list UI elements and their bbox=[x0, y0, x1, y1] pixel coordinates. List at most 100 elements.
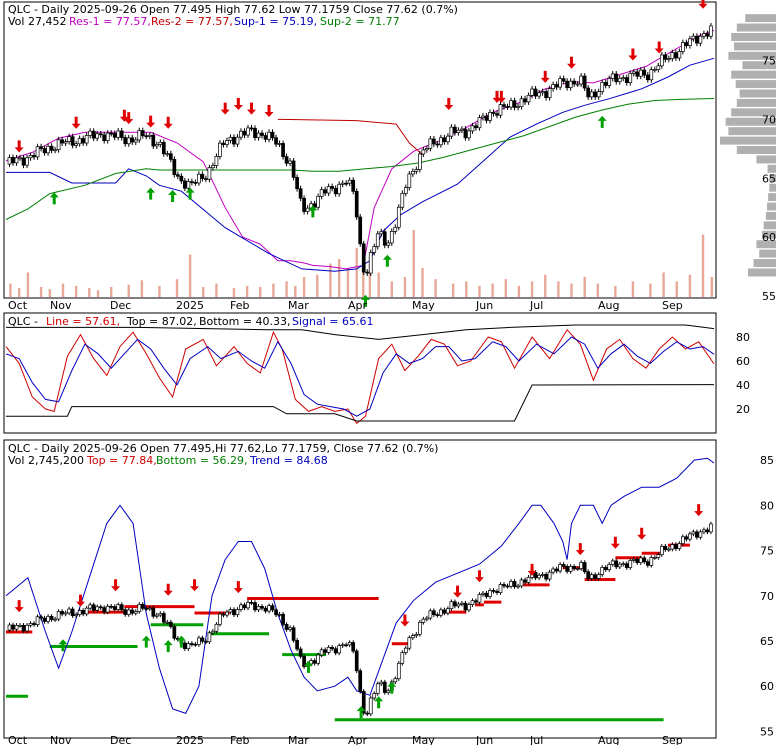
lower-candle-body bbox=[509, 581, 513, 587]
price-candle-body bbox=[144, 135, 149, 138]
profile-bar bbox=[731, 108, 776, 117]
lower-candle-body bbox=[610, 560, 615, 565]
lower-candle-body bbox=[666, 548, 671, 551]
sell-arrow bbox=[474, 570, 484, 583]
profile-bar bbox=[759, 249, 776, 258]
buy-arrow bbox=[58, 639, 68, 652]
price-candle-body bbox=[253, 127, 257, 138]
price-candle-body bbox=[123, 137, 128, 145]
lower-candle-body bbox=[544, 574, 548, 580]
lower-candle-body bbox=[32, 623, 36, 625]
profile-bar bbox=[736, 146, 776, 154]
price-candle-body bbox=[509, 100, 513, 108]
lower-candle-body bbox=[253, 602, 257, 611]
lower-candle-body bbox=[281, 613, 285, 625]
lower-candle-body bbox=[109, 605, 114, 608]
lower-candle-body bbox=[25, 624, 29, 632]
price-candle-body bbox=[340, 182, 345, 185]
volume-bar bbox=[232, 288, 236, 297]
lower-candle-body bbox=[249, 601, 254, 604]
price-candle-body bbox=[558, 78, 562, 88]
price-candle-body bbox=[638, 69, 643, 77]
lower-candle-body bbox=[7, 624, 12, 631]
sell-arrow bbox=[453, 585, 463, 598]
profile-bar bbox=[720, 136, 776, 145]
price-candle-body bbox=[154, 144, 159, 147]
price-candle-body bbox=[439, 137, 443, 146]
volume-bar bbox=[557, 281, 560, 297]
lower-candle-body bbox=[526, 576, 531, 583]
price-candle-body bbox=[596, 91, 601, 98]
price-candle-body bbox=[481, 115, 485, 119]
price-candle-body bbox=[544, 91, 548, 99]
price-candle-body bbox=[351, 179, 356, 192]
lower-candle-body bbox=[551, 568, 555, 573]
sell-arrow bbox=[444, 97, 454, 110]
profile-bar bbox=[767, 164, 776, 173]
price-candle-body bbox=[372, 246, 377, 253]
price-panel-frame bbox=[3, 1, 717, 299]
price-candle-body bbox=[305, 207, 310, 212]
price-candle-body bbox=[67, 136, 71, 142]
profile-bar bbox=[734, 42, 776, 51]
price-candle-body bbox=[688, 38, 692, 47]
price-candle-body bbox=[49, 145, 54, 151]
price-candle-body bbox=[530, 88, 534, 96]
stoch-signal bbox=[5, 336, 715, 417]
lower-candle-body bbox=[49, 616, 54, 620]
buy-arrow bbox=[146, 187, 156, 200]
lower-candle-body bbox=[709, 523, 713, 533]
lower-candle-body bbox=[365, 712, 370, 715]
price-candle-body bbox=[456, 129, 461, 134]
lower-candle-body bbox=[302, 656, 306, 667]
volume-bar bbox=[294, 285, 297, 297]
price-candle-body bbox=[295, 177, 299, 190]
volume-bar bbox=[74, 285, 78, 297]
price-candle-body bbox=[14, 157, 19, 164]
lower-candle-body bbox=[165, 621, 170, 624]
profile-bar bbox=[763, 221, 776, 230]
price-candle-body bbox=[35, 146, 40, 158]
price-candle-body bbox=[316, 196, 320, 208]
price-xtick-sep: Sep bbox=[662, 299, 683, 312]
lower-candle-body bbox=[375, 683, 380, 694]
sell-arrow bbox=[163, 116, 173, 129]
sell-arrow bbox=[163, 583, 173, 596]
price-candle-body bbox=[284, 156, 289, 164]
lower-candle-body bbox=[589, 574, 594, 579]
lower-signal-arrows bbox=[14, 504, 704, 719]
price-candle-body bbox=[326, 186, 331, 194]
price-candle-body bbox=[221, 142, 226, 145]
price-candle-body bbox=[260, 132, 264, 136]
price-candle-body bbox=[25, 157, 29, 166]
price-candle-body bbox=[677, 51, 682, 59]
price-candle-body bbox=[183, 180, 187, 189]
sell-arrow bbox=[264, 105, 274, 118]
price-candle-body bbox=[600, 82, 605, 92]
profile-bar bbox=[753, 259, 776, 268]
sell-arrow bbox=[146, 115, 156, 128]
price-candle-body bbox=[681, 42, 685, 52]
lower-candle-body bbox=[593, 574, 598, 579]
lower-candle-body bbox=[463, 602, 468, 611]
sell-arrow bbox=[76, 594, 86, 607]
sell-arrow bbox=[694, 504, 704, 517]
lower-candle-body bbox=[628, 560, 633, 568]
price-candle-body bbox=[477, 117, 482, 129]
lower-candle-body bbox=[382, 681, 387, 693]
volume-bar bbox=[202, 286, 205, 297]
sell-arrow bbox=[610, 536, 620, 549]
price-candle-body bbox=[358, 216, 363, 245]
lower-candle-body bbox=[470, 600, 475, 606]
lower-candle-body bbox=[84, 607, 89, 615]
lower-candle-body bbox=[361, 691, 366, 714]
sell-arrow bbox=[71, 116, 81, 129]
profile-bar bbox=[728, 127, 776, 136]
volume-bar bbox=[662, 272, 665, 297]
stochastic-panel-frame bbox=[3, 312, 717, 434]
price-candle-body bbox=[579, 75, 584, 85]
price-candle-body bbox=[60, 139, 64, 144]
lower-xtick-jul: Jul bbox=[529, 734, 543, 745]
price-candle-body bbox=[495, 113, 499, 116]
volume-bar bbox=[434, 279, 437, 297]
